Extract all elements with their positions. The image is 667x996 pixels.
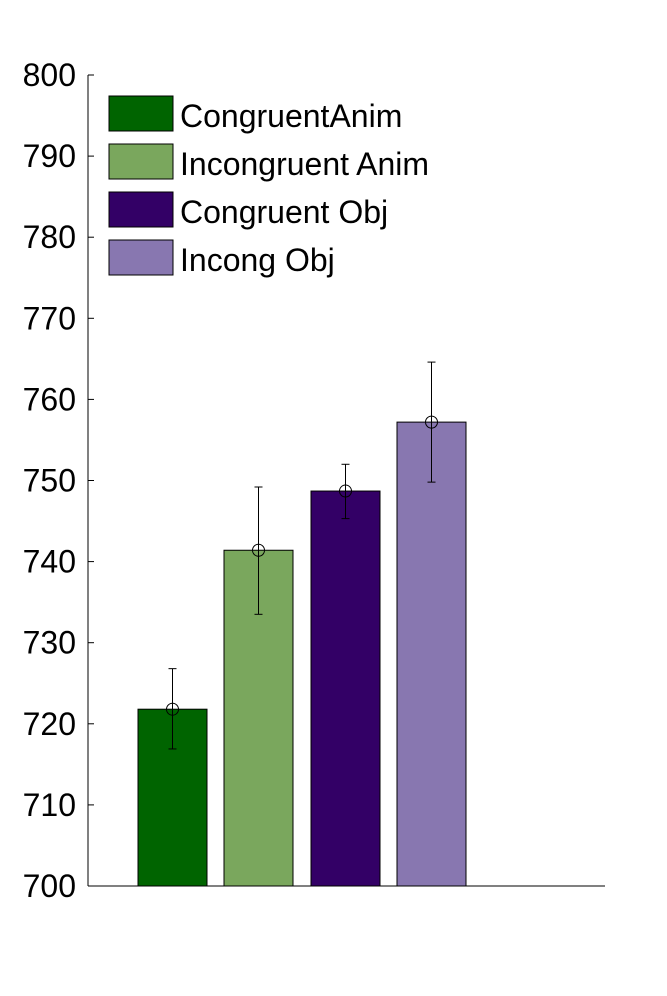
y-tick-label: 740 — [23, 544, 76, 580]
mean-marker — [339, 484, 352, 498]
legend-swatch — [108, 95, 174, 132]
legend-swatch — [108, 191, 174, 228]
bar-congruent-obj — [310, 490, 381, 887]
y-tick-label: 760 — [23, 381, 76, 417]
legend-label: Congruent Obj — [180, 194, 388, 230]
legend: CongruentAnim Incongruent Anim Congruent O… — [108, 95, 429, 278]
legend-swatch — [108, 239, 174, 276]
y-tick-label: 730 — [23, 625, 76, 661]
mean-marker — [166, 702, 179, 716]
legend-label: Incong Obj — [180, 242, 335, 278]
error-bars — [166, 361, 438, 750]
mean-marker — [425, 415, 438, 429]
bar-incong-obj — [396, 421, 467, 887]
legend-swatch — [108, 143, 174, 180]
y-tick-label: 770 — [23, 300, 76, 336]
y-tick-label: 750 — [23, 463, 76, 499]
legend-label: CongruentAnim — [180, 98, 402, 134]
bars — [137, 421, 467, 887]
axes: 700 710 720 730 740 750 760 770 780 790 800 — [23, 57, 605, 904]
y-tick-label: 790 — [23, 138, 76, 174]
y-tick-label: 780 — [23, 219, 76, 255]
y-tick-label: 710 — [23, 787, 76, 823]
y-tick-label: 700 — [23, 868, 76, 904]
mean-marker — [252, 543, 265, 557]
y-tick-label: 720 — [23, 706, 76, 742]
legend-label: Incongruent Anim — [180, 146, 429, 182]
y-tick-label: 800 — [23, 57, 76, 93]
